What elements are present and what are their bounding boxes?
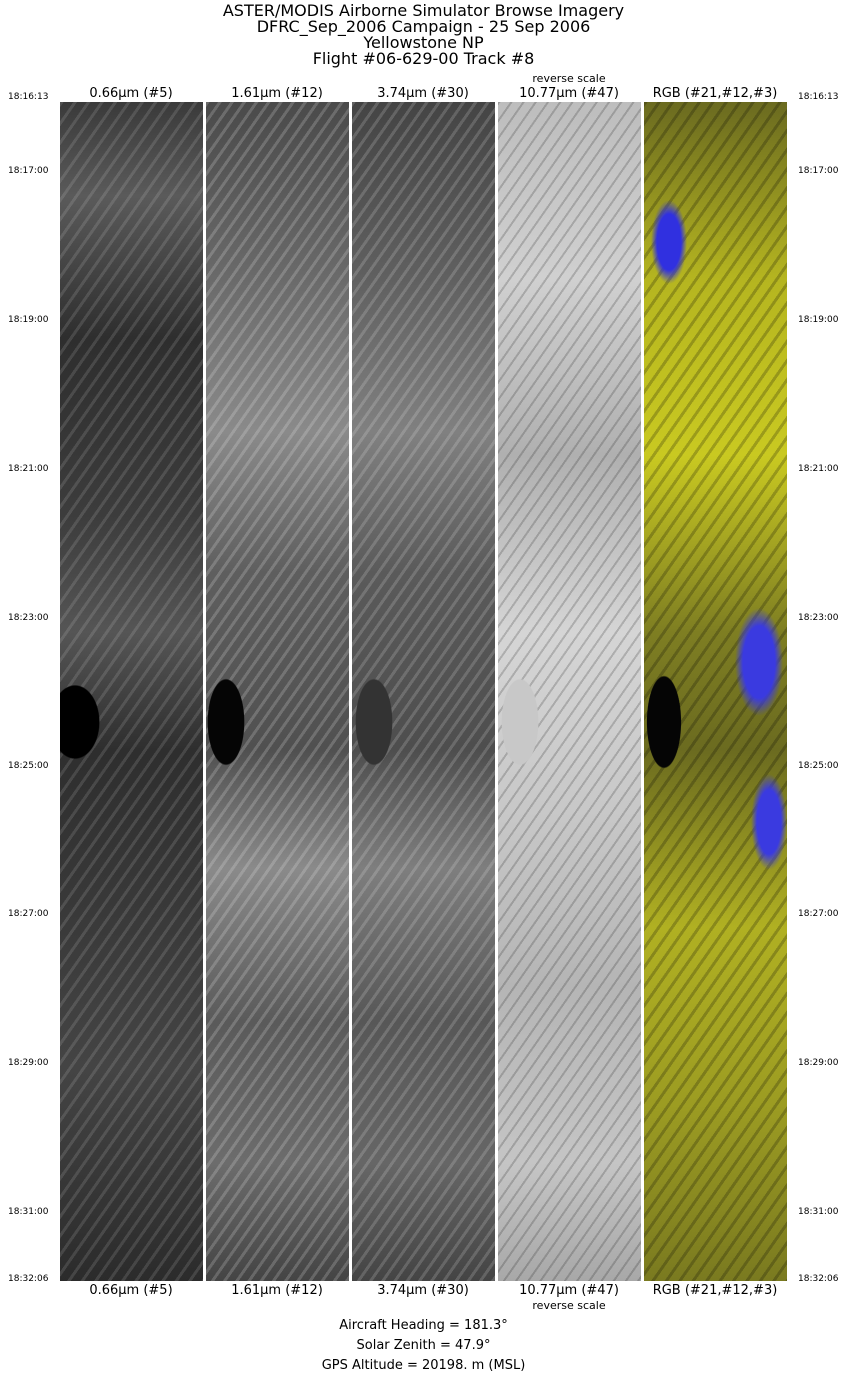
- reverse-scale-note-bottom: reverse scale: [532, 1299, 606, 1312]
- time-label-right: 18:29:00: [798, 1058, 839, 1068]
- time-label-right: 18:19:00: [798, 315, 839, 325]
- time-label-left: 18:31:00: [8, 1207, 49, 1217]
- title-line-2: DFRC_Sep_2006 Campaign - 25 Sep 2006: [256, 17, 591, 36]
- image-panel-band-30: [352, 102, 495, 1281]
- time-label-right: 18:25:00: [798, 761, 839, 771]
- band-label-top-5: RGB (#21,#12,#3): [652, 86, 778, 101]
- title-line-1: ASTER/MODIS Airborne Simulator Browse Im…: [222, 1, 625, 20]
- time-label-left: 18:21:00: [8, 464, 49, 474]
- time-label-left: 18:27:00: [8, 909, 49, 919]
- time-label-right: 18:32:06: [798, 1274, 839, 1284]
- time-label-left: 18:17:00: [8, 166, 49, 176]
- page-title: ASTER/MODIS Airborne Simulator Browse Im…: [0, 3, 847, 67]
- time-label-left: 18:19:00: [8, 315, 49, 325]
- time-label-right: 18:17:00: [798, 166, 839, 176]
- image-panel-band-5: [60, 102, 203, 1281]
- time-label-right: 18:21:00: [798, 464, 839, 474]
- gps-altitude: GPS Altitude = 20198. m (MSL): [321, 1358, 526, 1373]
- reverse-scale-note-top: reverse scale: [532, 72, 606, 85]
- image-panel-rgb: [644, 102, 787, 1281]
- band-label-top-2: 1.61µm (#12): [231, 86, 323, 101]
- time-label-left: 18:25:00: [8, 761, 49, 771]
- band-label-bottom-5: RGB (#21,#12,#3): [652, 1283, 778, 1298]
- time-label-left: 18:32:06: [8, 1274, 49, 1284]
- band-label-top-1: 0.66µm (#5): [89, 86, 173, 101]
- title-line-4: Flight #06-629-00 Track #8: [312, 49, 535, 68]
- image-panel-band-47: [498, 102, 641, 1281]
- band-label-top-4: 10.77µm (#47): [519, 86, 619, 101]
- time-label-right: 18:23:00: [798, 613, 839, 623]
- solar-zenith: Solar Zenith = 47.9°: [356, 1338, 491, 1353]
- band-label-bottom-1: 0.66µm (#5): [89, 1283, 173, 1298]
- time-label-left: 18:29:00: [8, 1058, 49, 1068]
- image-panel-band-12: [206, 102, 349, 1281]
- time-label-left: 18:23:00: [8, 613, 49, 623]
- band-label-bottom-2: 1.61µm (#12): [231, 1283, 323, 1298]
- time-label-left: 18:16:13: [8, 92, 49, 102]
- title-line-3: Yellowstone NP: [363, 33, 484, 52]
- band-label-bottom-4: 10.77µm (#47): [519, 1283, 619, 1298]
- band-label-top-3: 3.74µm (#30): [377, 86, 469, 101]
- time-label-right: 18:27:00: [798, 909, 839, 919]
- time-label-right: 18:16:13: [798, 92, 839, 102]
- band-label-bottom-3: 3.74µm (#30): [377, 1283, 469, 1298]
- time-label-right: 18:31:00: [798, 1207, 839, 1217]
- aircraft-heading: Aircraft Heading = 181.3°: [339, 1318, 508, 1333]
